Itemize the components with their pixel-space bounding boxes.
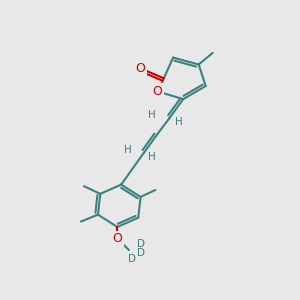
Text: O: O bbox=[112, 232, 122, 245]
Text: H: H bbox=[124, 145, 131, 155]
Text: H: H bbox=[148, 110, 156, 120]
Text: O: O bbox=[136, 62, 146, 75]
Text: D: D bbox=[137, 239, 146, 249]
Text: H: H bbox=[148, 152, 156, 162]
Text: D: D bbox=[137, 248, 146, 258]
Text: D: D bbox=[128, 254, 136, 263]
Text: H: H bbox=[176, 117, 183, 127]
Text: O: O bbox=[153, 85, 163, 98]
